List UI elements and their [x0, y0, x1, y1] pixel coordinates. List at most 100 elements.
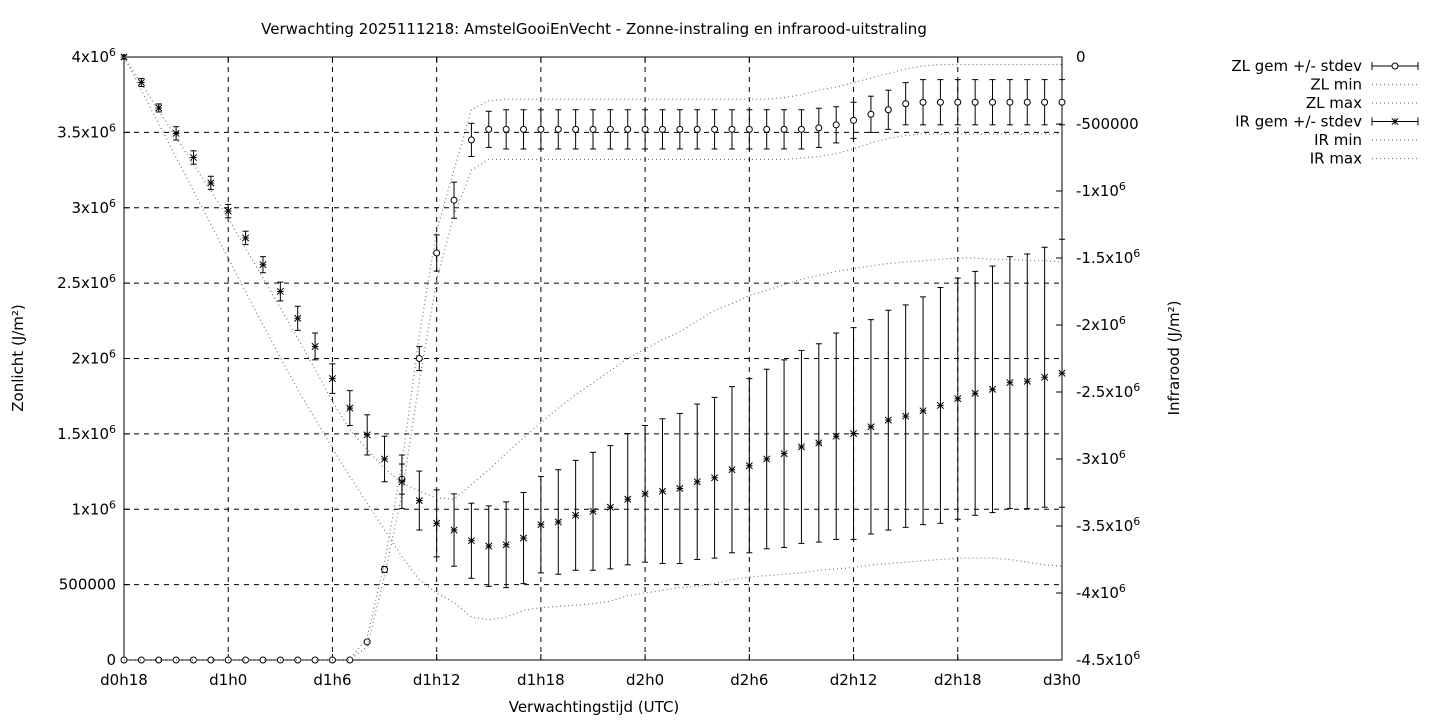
- data-point: [971, 389, 979, 397]
- data-point: [554, 125, 562, 133]
- y2-tick-label: -2x106: [1076, 314, 1126, 334]
- data-point-stroke: [502, 541, 510, 549]
- data-point-stroke: [572, 511, 580, 519]
- data-point: [381, 455, 389, 463]
- legend-label: ZL gem +/- stdev: [1231, 57, 1362, 75]
- data-point-stroke: [294, 314, 302, 322]
- y2-tick-label-exponent: 6: [1133, 649, 1140, 662]
- data-point: [867, 110, 875, 118]
- data-point: [363, 638, 371, 646]
- data-point: [1058, 98, 1066, 106]
- y-tick-label: 500000: [59, 576, 116, 594]
- y-tick-label-exponent: 6: [109, 348, 116, 361]
- data-point: [259, 656, 267, 664]
- data-point: [189, 656, 197, 664]
- data-point: [467, 136, 475, 144]
- legend-marker: [1391, 62, 1399, 70]
- data-point: [745, 462, 753, 470]
- y-tick-label-exponent: 6: [109, 272, 116, 285]
- data-point: [207, 179, 215, 187]
- data-point-stroke: [641, 490, 649, 498]
- y-axis-right: 0 -500000 -1x106 -1.5x106 -2x106 -2.5x106 -3x1…: [1056, 48, 1140, 669]
- data-point-stroke: [902, 412, 910, 420]
- y2-tick-label: -2.5x106: [1076, 381, 1140, 401]
- data-point-stroke: [1041, 373, 1049, 381]
- y2-tick-label: -500000: [1076, 115, 1139, 133]
- x-tick-label: d2h0: [626, 671, 664, 689]
- data-point-stroke: [311, 342, 319, 350]
- data-point: [381, 566, 389, 574]
- data-point: [954, 395, 962, 403]
- x-tick-label: d0h18: [100, 671, 148, 689]
- data-point: [884, 416, 892, 424]
- data-point: [624, 495, 632, 503]
- data-point: [1041, 98, 1049, 106]
- data-point: [850, 116, 858, 124]
- data-point: [850, 429, 858, 438]
- data-point: [728, 125, 736, 133]
- data-point: [485, 125, 493, 133]
- series-line: [124, 63, 1062, 661]
- data-point: [763, 125, 771, 133]
- data-point: [606, 125, 614, 133]
- series-layer: [120, 53, 1066, 664]
- data-point: [519, 534, 528, 542]
- data-point: [433, 249, 441, 257]
- data-point: [450, 196, 458, 204]
- data-point-stroke: [763, 455, 771, 463]
- series-2: [124, 63, 1062, 661]
- y-tick-label-exponent: 6: [109, 121, 116, 134]
- y-tick-label: 2.5x106: [57, 272, 116, 292]
- data-point-stroke: [1058, 369, 1066, 377]
- data-point: [780, 450, 788, 458]
- data-point: [1023, 98, 1031, 106]
- y-tick-label-exponent: 6: [109, 498, 116, 511]
- data-point: [572, 125, 580, 133]
- data-point: [988, 385, 997, 393]
- data-point-stroke: [624, 495, 632, 503]
- data-point: [137, 656, 145, 664]
- y-tick-label: 1x106: [71, 498, 116, 518]
- y-tick-label-exponent: 6: [109, 46, 116, 59]
- y2-tick-label-exponent: 6: [1133, 515, 1140, 528]
- data-point: [797, 443, 805, 451]
- x-axis-label: Verwachtingstijd (UTC): [509, 698, 680, 716]
- data-point-stroke: [780, 450, 788, 458]
- data-point: [676, 484, 684, 493]
- legend-label: IR gem +/- stdev: [1235, 113, 1362, 131]
- data-point: [624, 125, 632, 133]
- data-point-stroke: [381, 455, 389, 463]
- y2-tick-label: -4x106: [1076, 582, 1126, 602]
- data-point-stroke: [242, 234, 250, 242]
- data-point-stroke: [1006, 379, 1014, 387]
- data-point: [572, 511, 580, 519]
- legend-label: ZL max: [1306, 94, 1362, 112]
- y-tick-label: 1.5x106: [57, 423, 116, 443]
- data-point-stroke: [988, 385, 997, 393]
- legend-marker-stroke: [1391, 117, 1399, 126]
- data-point-stroke: [363, 431, 371, 439]
- data-point: [450, 526, 458, 534]
- data-point-stroke: [467, 537, 475, 545]
- data-point-stroke: [346, 404, 354, 412]
- data-point-stroke: [537, 521, 545, 529]
- data-point-stroke: [398, 478, 406, 486]
- data-point-stroke: [415, 496, 423, 505]
- data-point-stroke: [850, 429, 858, 438]
- x-tick-label: d2h18: [934, 671, 982, 689]
- data-point: [1058, 369, 1066, 377]
- series-3: [120, 53, 1066, 589]
- data-point: [902, 100, 910, 108]
- data-point: [919, 98, 927, 106]
- data-point-stroke: [485, 542, 493, 550]
- y2-tick-label: -3.5x106: [1076, 515, 1140, 535]
- y2-tick-label-exponent: 6: [1119, 582, 1126, 595]
- x-axis: d0h18 d1h0 d1h6 d1h12 d1h18 d2h0 d2h6 d2h12 d2h1…: [100, 57, 1081, 689]
- x-tick-label: d3h0: [1043, 671, 1081, 689]
- data-point-stroke: [1023, 377, 1031, 385]
- data-point-stroke: [276, 287, 284, 296]
- data-point-stroke: [259, 261, 267, 269]
- data-point: [745, 125, 753, 133]
